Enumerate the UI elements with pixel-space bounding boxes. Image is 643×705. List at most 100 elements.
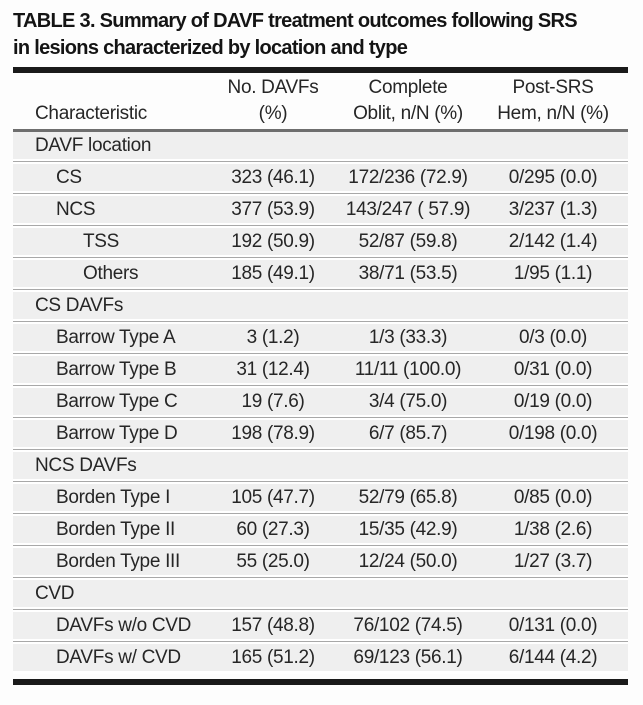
table-row: Others 185 (49.1) 38/71 (53.5) 1/95 (1.1): [13, 260, 628, 287]
row-divider: [13, 191, 628, 196]
row-divider: [13, 511, 628, 516]
table-title: TABLE 3. Summary of DAVF treatment outco…: [13, 8, 628, 62]
row-divider: [13, 479, 628, 484]
value-complete-oblit: 6/7 (85.7): [368, 422, 448, 444]
value-post-srs-hem: 2/142 (1.4): [508, 230, 598, 252]
row-label: CS: [56, 166, 82, 188]
row-divider: [13, 575, 628, 580]
column-header-line1: Post-SRS: [512, 77, 594, 98]
column-header-line1: No. DAVFs: [227, 77, 319, 98]
row-label: DAVFs w/o CVD: [56, 614, 192, 636]
column-header-complete-oblit: Complete Oblit, n/N (%): [338, 75, 478, 129]
section-header-row: CVD: [13, 580, 628, 607]
bottom-gap: [13, 671, 628, 674]
value-no-davfs: 19 (7.6): [241, 390, 305, 412]
column-header-line2: Characteristic: [35, 103, 147, 124]
value-complete-oblit: 3/4 (75.0): [368, 390, 448, 412]
value-post-srs-hem: 0/198 (0.0): [508, 422, 598, 444]
value-no-davfs: 105 (47.7): [231, 486, 315, 508]
row-label: Others: [83, 262, 139, 284]
row-divider: [13, 351, 628, 356]
table-row: TSS 192 (50.9) 52/87 (59.8) 2/142 (1.4): [13, 228, 628, 255]
value-complete-oblit: 52/79 (65.8): [358, 486, 458, 508]
row-divider: [13, 415, 628, 420]
section-header-row: CS DAVFs: [13, 292, 628, 319]
row-label: CS DAVFs: [35, 294, 124, 316]
row-label: CVD: [35, 582, 75, 604]
value-no-davfs: 55 (25.0): [236, 550, 310, 572]
value-complete-oblit: 38/71 (53.5): [358, 262, 458, 284]
value-complete-oblit: 172/236 (72.9): [348, 166, 468, 188]
row-divider: [13, 319, 628, 324]
table-row: Borden Type III 55 (25.0) 12/24 (50.0) 1/27…: [13, 548, 628, 575]
table-row: Borden Type II 60 (27.3) 15/35 (42.9) 1/38 …: [13, 516, 628, 543]
row-label: DAVF location: [35, 134, 152, 156]
row-label: NCS: [56, 198, 96, 220]
table-title-line1: TABLE 3. Summary of DAVF treatment outco…: [13, 10, 578, 32]
value-complete-oblit: 76/102 (74.5): [353, 614, 463, 636]
row-divider: [13, 383, 628, 388]
value-post-srs-hem: 6/144 (4.2): [508, 646, 598, 668]
table-row: NCS 377 (53.9) 143/247 ( 57.9) 3/237 (1.3): [13, 196, 628, 223]
column-header-line2: (%): [258, 103, 288, 124]
value-no-davfs: 165 (51.2): [231, 646, 315, 668]
row-label: DAVFs w/ CVD: [56, 646, 181, 668]
value-post-srs-hem: 3/237 (1.3): [508, 198, 598, 220]
table-figure: TABLE 3. Summary of DAVF treatment outco…: [13, 8, 628, 685]
row-divider: [13, 447, 628, 452]
top-rule: [13, 67, 628, 73]
section-header-row: NCS DAVFs: [13, 452, 628, 479]
row-divider: [13, 159, 628, 164]
table-row: Barrow Type A 3 (1.2) 1/3 (33.3) 0/3 (0.0): [13, 324, 628, 351]
row-divider: [13, 607, 628, 612]
value-post-srs-hem: 0/31 (0.0): [513, 358, 593, 380]
table-row: DAVFs w/ CVD 165 (51.2) 69/123 (56.1) 6/144…: [13, 644, 628, 671]
row-label: Borden Type II: [56, 518, 176, 540]
value-no-davfs: 323 (46.1): [231, 166, 315, 188]
table-row: DAVFs w/o CVD 157 (48.8) 76/102 (74.5) 0/13…: [13, 612, 628, 639]
row-label: TSS: [83, 230, 120, 252]
value-post-srs-hem: 0/295 (0.0): [508, 166, 598, 188]
value-complete-oblit: 52/87 (59.8): [358, 230, 458, 252]
row-label: Barrow Type C: [56, 390, 178, 412]
table-row: Barrow Type D 198 (78.9) 6/7 (85.7) 0/198 (…: [13, 420, 628, 447]
value-post-srs-hem: 0/131 (0.0): [508, 614, 598, 636]
column-header-characteristic: Characteristic: [13, 75, 208, 129]
column-header-no-davfs: No. DAVFs (%): [208, 75, 338, 129]
value-no-davfs: 157 (48.8): [231, 614, 315, 636]
value-complete-oblit: 15/35 (42.9): [358, 518, 458, 540]
value-complete-oblit: 69/123 (56.1): [353, 646, 463, 668]
value-post-srs-hem: 0/19 (0.0): [513, 390, 593, 412]
table-row: Borden Type I 105 (47.7) 52/79 (65.8) 0/85 …: [13, 484, 628, 511]
value-complete-oblit: 143/247 ( 57.9): [345, 198, 471, 220]
table-title-line2: in lesions characterized by location and…: [13, 37, 408, 59]
header-rule: [13, 129, 628, 132]
row-label: Borden Type III: [56, 550, 181, 572]
value-no-davfs: 192 (50.9): [231, 230, 315, 252]
value-no-davfs: 31 (12.4): [236, 358, 310, 380]
table-row: CS 323 (46.1) 172/236 (72.9) 0/295 (0.0): [13, 164, 628, 191]
value-no-davfs: 60 (27.3): [236, 518, 310, 540]
section-header-row: DAVF location: [13, 132, 628, 159]
row-divider: [13, 255, 628, 260]
value-complete-oblit: 1/3 (33.3): [368, 326, 448, 348]
row-label: Barrow Type D: [56, 422, 178, 444]
row-label: NCS DAVFs: [35, 454, 137, 476]
table-row: Barrow Type B 31 (12.4) 11/11 (100.0) 0/31 …: [13, 356, 628, 383]
value-post-srs-hem: 1/27 (3.7): [513, 550, 593, 572]
table-body: DAVF location CS 323 (46.1) 172/236 (72.9) 0…: [13, 132, 628, 671]
value-complete-oblit: 11/11 (100.0): [354, 358, 462, 380]
row-divider: [13, 543, 628, 548]
value-post-srs-hem: 1/38 (2.6): [513, 518, 593, 540]
row-label: Barrow Type A: [56, 326, 176, 348]
value-post-srs-hem: 1/95 (1.1): [513, 262, 593, 284]
value-post-srs-hem: 0/85 (0.0): [513, 486, 593, 508]
row-divider: [13, 287, 628, 292]
row-label: Barrow Type B: [56, 358, 177, 380]
row-label: Borden Type I: [56, 486, 171, 508]
column-header-line2: Hem, n/N (%): [497, 103, 609, 124]
table-header-row: Characteristic No. DAVFs (%) Complete Ob…: [13, 73, 628, 129]
column-header-post-srs-hem: Post-SRS Hem, n/N (%): [478, 75, 628, 129]
value-no-davfs: 3 (1.2): [246, 326, 300, 348]
